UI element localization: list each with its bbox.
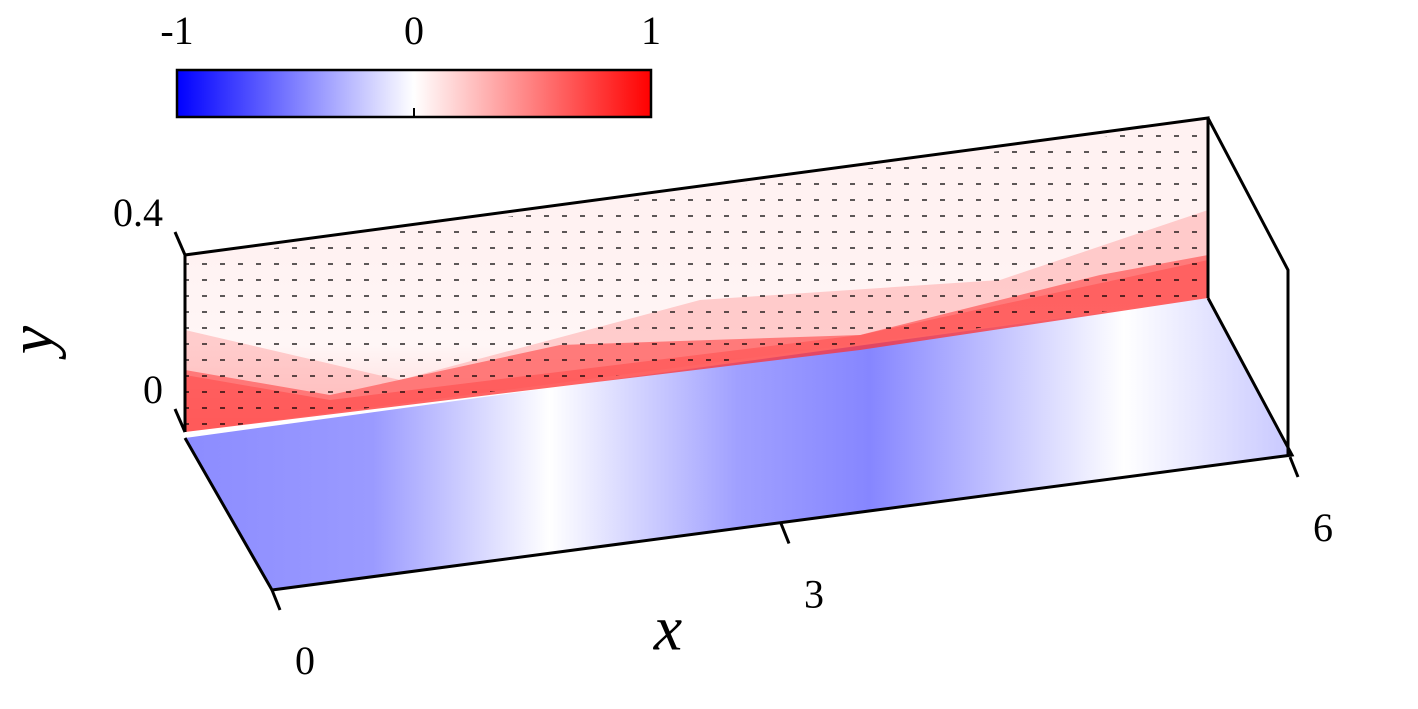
floor-surface <box>185 298 1290 590</box>
x-axis-label: x <box>653 593 682 664</box>
box-edges <box>183 116 1295 592</box>
y-axis-label: y <box>0 325 67 360</box>
y-tick <box>173 231 187 256</box>
x-tick <box>779 522 791 545</box>
x-tick-label: 0 <box>295 638 315 683</box>
colorbar-tick-label: 0 <box>404 8 424 53</box>
colorbar-tick-label: 1 <box>641 8 661 53</box>
plot-body <box>183 116 1295 592</box>
x-tick <box>270 589 282 611</box>
y-tick <box>173 408 187 433</box>
x-tick-label: 3 <box>804 572 824 617</box>
y-tick-label: 0.4 <box>113 190 163 235</box>
vector-field <box>185 123 1208 432</box>
x-tick <box>1288 456 1300 478</box>
y-tick-label: 0 <box>143 367 163 412</box>
x-tick-label: 6 <box>1313 505 1333 550</box>
colorbar-tick-label: -1 <box>160 8 193 53</box>
